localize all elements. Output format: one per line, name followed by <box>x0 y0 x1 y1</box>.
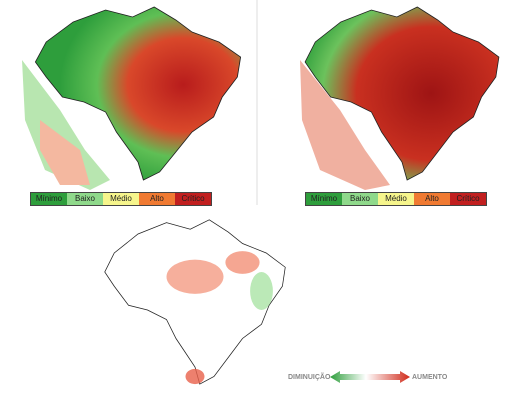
legend-future: Mínimo Baixo Médio Alto Crítico <box>305 192 487 206</box>
legend-item: Mínimo <box>306 193 342 205</box>
legend-item: Alto <box>414 193 450 205</box>
legend-item: Médio <box>103 193 139 205</box>
surrounding-land <box>300 60 390 190</box>
legend-item: Crítico <box>175 193 211 205</box>
legend-item: Baixo <box>342 193 378 205</box>
increase-label: AUMENTO <box>412 374 448 381</box>
map-difference <box>104 219 286 385</box>
increase-area <box>225 251 260 274</box>
increase-area <box>185 368 205 385</box>
legend-item: Crítico <box>450 193 486 205</box>
increase-area <box>166 259 224 294</box>
legend-item: Alto <box>139 193 175 205</box>
legend-item: Baixo <box>67 193 103 205</box>
legend-current: Mínimo Baixo Médio Alto Crítico <box>30 192 212 206</box>
legend-item: Mínimo <box>31 193 67 205</box>
surrounding-land <box>22 60 110 190</box>
decrease-area <box>250 272 273 310</box>
surrounding-land <box>40 120 90 185</box>
difference-arrow <box>330 371 410 383</box>
legend-item: Médio <box>378 193 414 205</box>
decrease-label: DIMINUIÇÃO <box>288 374 331 381</box>
